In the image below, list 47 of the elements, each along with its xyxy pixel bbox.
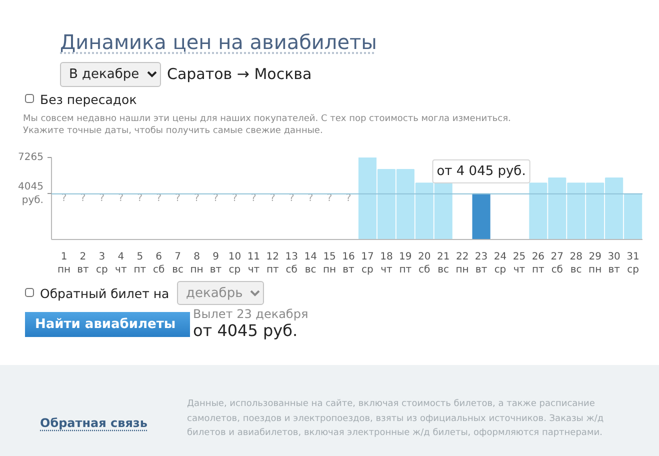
x-tick-label: 23 вт (474, 252, 488, 276)
x-tick-label: 31 ср (626, 252, 640, 276)
x-tick-label: 18 чт (380, 252, 393, 276)
button: Найти авиабилеты (25, 312, 190, 337)
text: Мы совсем недавно нашли эти цены для наших покупателей. С тех пор стоимость могла измениться. Укажите точные даты, чтобы получить самые свежие данные. (23, 113, 511, 137)
y-tick-label: 4045 руб. (18, 182, 44, 206)
x-tick-label: 26 пт (532, 252, 545, 276)
x-tick-label: 8 пн (190, 252, 204, 276)
text: Без пересадок (40, 90, 137, 108)
x-tick-label: 20 сб (418, 252, 431, 276)
text: Обратный билет на (40, 284, 170, 302)
x-tick-label: 15 пн (323, 252, 336, 276)
x-tick-label: 4 чт (115, 252, 127, 276)
text: Вылет 23 декабря (193, 306, 308, 322)
text: Данные, использованные на сайте, включая стоимость билетов, а также расписание самолетов, поездов и электропоездов, взяты из официальных источников. Заказы ж/д билетов и авиабилетов, включая электронные ж/д билеты, оформляются партнерами. (187, 398, 605, 440)
text: Обратная связь (40, 415, 148, 431)
dropdown: В декабре (60, 62, 161, 87)
y-tick-label: 7265 (18, 152, 44, 163)
x-tick-label: 7 вс (172, 252, 184, 276)
x-tick-label: 1 пн (57, 252, 71, 276)
x-tick-label: 30 вт (608, 252, 620, 276)
x-tick-label: 24 ср (494, 252, 507, 276)
x-tick-label: 16 вт (342, 252, 355, 276)
dropdown: декабрь (177, 281, 264, 305)
x-tick-label: 3 ср (96, 252, 108, 276)
x-tick-label: 22 пн (456, 252, 469, 276)
x-tick-label: 10 ср (228, 252, 242, 276)
x-tick-label: 21 вс (436, 252, 450, 276)
x-tick-label: 11 чт (247, 252, 260, 276)
bar (472, 193, 490, 240)
x-tick-label: 28 вс (570, 252, 582, 276)
chart-subtitle: Саратов → Москва (167, 64, 312, 84)
annotation: от 4 045 руб. (436, 164, 526, 179)
x-tick-label: 14 вс (304, 252, 317, 276)
x-tick-label: 25 чт (512, 252, 526, 276)
x-tick-label: 5 пт (134, 252, 146, 276)
x-tick-label: 29 пн (588, 252, 602, 276)
x-tick-label: 19 пт (399, 252, 412, 276)
x-tick-label: 12 пт (266, 252, 280, 276)
text: от 4045 руб. (193, 320, 298, 342)
x-tick-label: 6 сб (153, 252, 165, 276)
x-tick-label: 9 вт (210, 252, 222, 276)
x-tick-label: 27 сб (550, 252, 564, 276)
x-tick-label: 2 вт (77, 252, 90, 276)
x-tick-label: 13 сб (285, 252, 298, 276)
chart-title: Динамика цен на авиабилеты (60, 28, 377, 56)
x-tick-label: 17 ср (361, 252, 374, 276)
